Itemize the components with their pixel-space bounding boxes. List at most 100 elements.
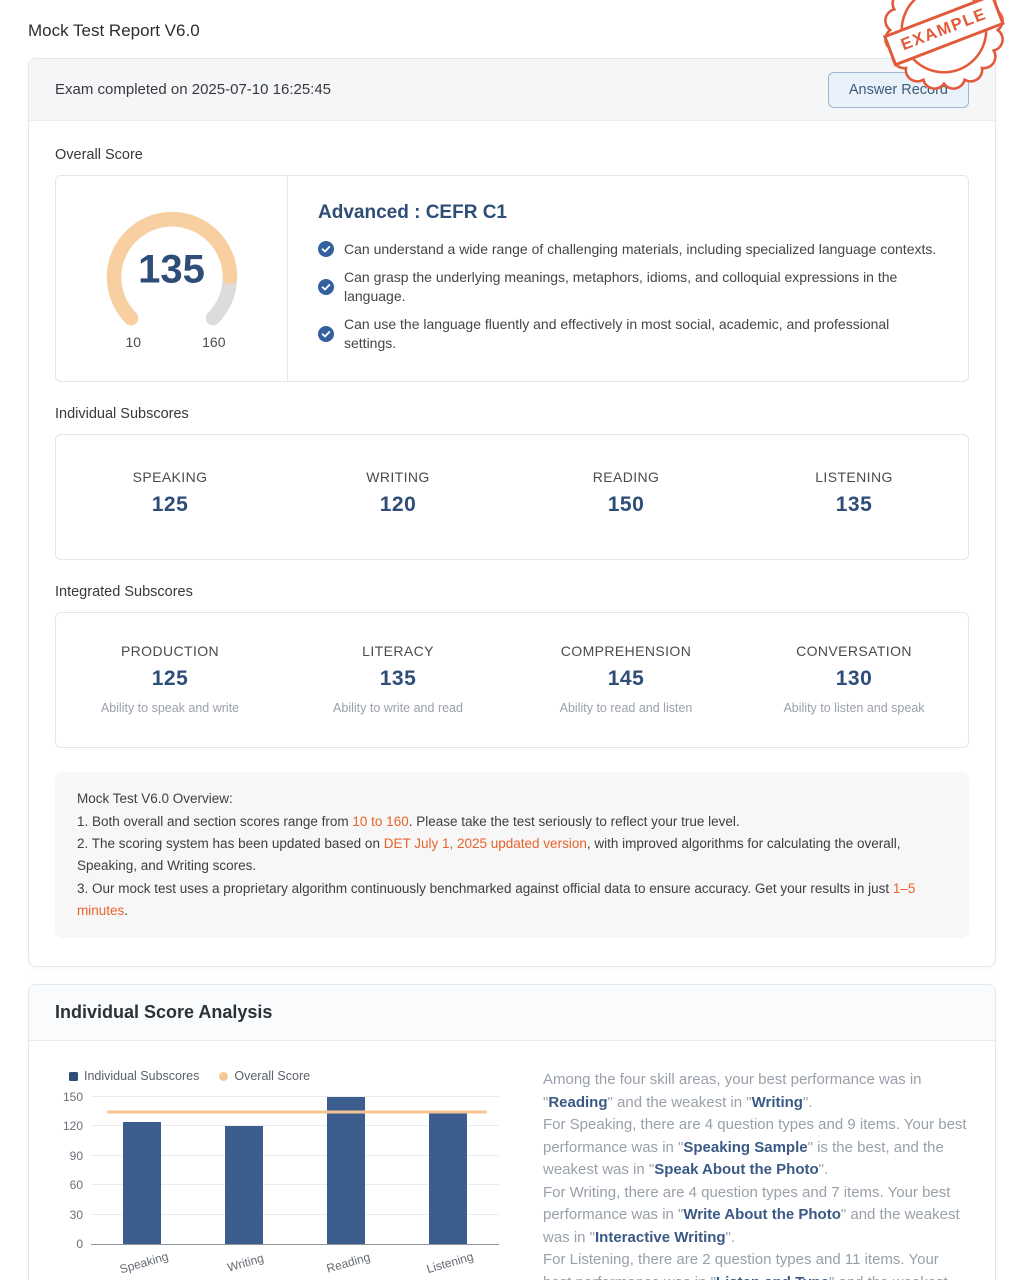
subscore-production: PRODUCTION 125 Ability to speak and writ… <box>56 643 284 715</box>
gridline <box>91 1184 499 1186</box>
level-description: Can grasp the underlying meanings, metap… <box>344 268 898 304</box>
overall-score-title: Overall Score <box>55 147 143 163</box>
overview-note-line: 3. Our mock test uses a proprietary algo… <box>77 880 916 918</box>
subscore-value: 150 <box>607 493 645 517</box>
analysis-text: Among the four skill areas, your best pe… <box>543 1065 969 1280</box>
gridline <box>91 1096 499 1098</box>
subscore-conversation: CONVERSATION 130 Ability to listen and s… <box>740 643 968 715</box>
analysis-body: Individual Subscores Overall Score 0 30 60… <box>29 1041 995 1280</box>
x-slot: Writing <box>193 1251 295 1275</box>
subscore-label: SPEAKING <box>132 469 208 486</box>
overall-score-line <box>107 1110 487 1114</box>
gauge-min-label: 10 <box>125 333 142 350</box>
level-description-row: Can grasp the underlying meanings, metap… <box>318 268 938 306</box>
gauge-arc-icon <box>106 211 237 326</box>
subscore-comprehension: COMPREHENSION 145 Ability to read and li… <box>512 643 740 715</box>
cefr-level-panel: Advanced : CEFR C1 Can understand a wide… <box>288 176 968 381</box>
exam-completed-text: Exam completed on 2025-07-10 16:25:45 <box>55 81 332 98</box>
subscore-value: 145 <box>607 667 645 691</box>
bar-slot-reading <box>295 1097 397 1245</box>
y-tick-label: 90 <box>69 1148 83 1163</box>
score-bar <box>327 1097 365 1245</box>
level-description-row: Can use the language fluently and effect… <box>318 315 938 353</box>
bar-slot-speaking <box>91 1097 193 1245</box>
analysis-card: Individual Score Analysis Individual Sub… <box>28 984 996 1280</box>
legend-overall-score[interactable]: Overall Score <box>219 1069 310 1083</box>
individual-subscores-box: SPEAKING 125 WRITING 120 READING 150 LIS… <box>55 434 969 561</box>
x-slot: Speaking <box>91 1249 193 1276</box>
subscore-value: 125 <box>151 493 189 517</box>
example-stamp: EXAMPLE <box>880 0 1008 94</box>
subscore-listening: LISTENING 135 <box>740 469 968 517</box>
chart-legend: Individual Subscores Overall Score <box>69 1069 507 1083</box>
subscore-speaking: SPEAKING 125 <box>56 469 284 517</box>
check-icon <box>318 278 334 295</box>
bar-slot-writing <box>193 1097 295 1245</box>
level-description: Can understand a wide range of challengi… <box>344 241 937 257</box>
integrated-subscores-box: PRODUCTION 125 Ability to speak and writ… <box>55 612 969 749</box>
x-slot: Reading <box>295 1250 397 1276</box>
gridline <box>91 1125 499 1127</box>
individual-subscores-title: Individual Subscores <box>55 406 189 423</box>
subscore-label: CONVERSATION <box>796 643 912 660</box>
subscore-writing: WRITING 120 <box>284 469 512 517</box>
bar-slot-listening <box>397 1097 499 1245</box>
chart-plot: 0 30 60 90 120 150 <box>63 1090 499 1251</box>
subscore-desc: Ability to read and listen <box>559 701 693 716</box>
analysis-title: Individual Score Analysis <box>29 985 995 1042</box>
gridline <box>91 1213 499 1215</box>
overview-note-line: 1. Both overall and section scores range… <box>77 813 740 829</box>
subscore-value: 125 <box>151 667 189 691</box>
cefr-level-title: Advanced : CEFR C1 <box>318 202 507 223</box>
subscore-label: READING <box>592 469 660 486</box>
legend-individual-subscores[interactable]: Individual Subscores <box>69 1069 199 1083</box>
report-body: Overall Score 135 10 160 Advanced : CEFR… <box>29 121 995 966</box>
x-axis-label: Speaking <box>117 1249 170 1277</box>
overall-score-value: 135 <box>138 247 205 292</box>
legend-label: Individual Subscores <box>84 1069 200 1084</box>
integrated-subscores-title: Integrated Subscores <box>55 584 193 601</box>
y-tick-label: 60 <box>69 1178 83 1193</box>
x-axis-label: Writing <box>226 1250 266 1275</box>
legend-label: Overall Score <box>234 1069 311 1084</box>
y-tick-label: 30 <box>69 1207 83 1222</box>
check-icon <box>318 325 334 342</box>
check-icon <box>318 241 334 258</box>
score-bar <box>225 1126 263 1245</box>
bar-row <box>91 1097 499 1245</box>
page-title: Mock Test Report V6.0 <box>28 21 200 40</box>
subscore-label: LITERACY <box>362 643 434 660</box>
y-tick-label: 150 <box>62 1090 83 1105</box>
x-slot: Listening <box>397 1249 499 1276</box>
line-series-swatch-icon <box>219 1071 229 1081</box>
y-tick-label: 0 <box>76 1237 83 1252</box>
overview-note-line: 2. The scoring system has been updated b… <box>77 835 901 874</box>
subscore-value: 130 <box>835 667 873 691</box>
analysis-paragraph: For Speaking, there are 4 question types… <box>543 1116 967 1179</box>
subscore-desc: Ability to speak and write <box>100 701 240 716</box>
subscore-desc: Ability to listen and speak <box>783 701 925 716</box>
overall-score-gauge: 135 10 160 <box>56 176 288 382</box>
x-axis-label: Reading <box>324 1249 372 1276</box>
analysis-paragraph: Among the four skill areas, your best pe… <box>543 1071 922 1111</box>
subscore-desc: Ability to write and read <box>333 701 463 716</box>
report-topbar: Exam completed on 2025-07-10 16:25:45 An… <box>29 59 995 121</box>
analysis-paragraph: For Listening, there are 2 question type… <box>543 1251 948 1280</box>
report-card: Exam completed on 2025-07-10 16:25:45 An… <box>28 58 996 968</box>
overview-title: Mock Test V6.0 Overview: <box>77 791 233 807</box>
chart-x-labels: Speaking Writing Reading Listening <box>91 1249 499 1276</box>
subscores-chart: Individual Subscores Overall Score 0 30 60… <box>55 1065 507 1280</box>
score-bar <box>123 1121 161 1245</box>
subscore-value: 135 <box>379 667 417 691</box>
analysis-paragraph: For Writing, there are 4 question types … <box>543 1183 960 1246</box>
level-description: Can use the language fluently and effect… <box>344 315 890 351</box>
subscore-literacy: LITERACY 135 Ability to write and read <box>284 643 512 715</box>
gridline <box>91 1154 499 1156</box>
y-tick-label: 120 <box>62 1119 83 1134</box>
score-bar <box>429 1111 467 1245</box>
x-axis-label: Listening <box>424 1249 475 1277</box>
level-description-row: Can understand a wide range of challengi… <box>318 240 938 259</box>
overall-score-box: 135 10 160 Advanced : CEFR C1 Can unders… <box>55 175 969 383</box>
subscore-label: LISTENING <box>815 469 893 486</box>
